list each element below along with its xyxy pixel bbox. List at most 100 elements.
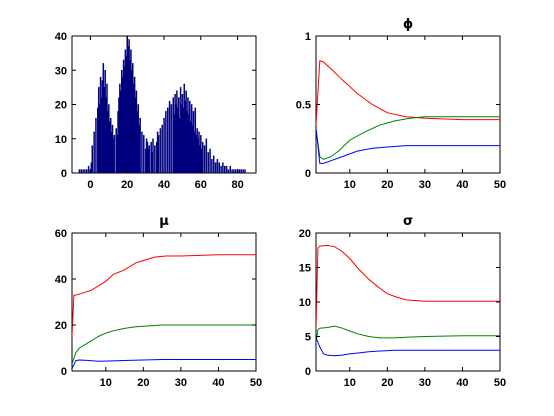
histogram-bar bbox=[235, 169, 237, 173]
phi-y-tick-label: 0 bbox=[305, 168, 311, 180]
hist-marks bbox=[78, 36, 246, 173]
histogram-bar bbox=[207, 152, 209, 173]
histogram-bar bbox=[214, 162, 217, 173]
histogram-bar bbox=[154, 145, 156, 173]
histogram-bar bbox=[224, 165, 226, 173]
histogram-bar bbox=[225, 165, 228, 173]
histogram-bar bbox=[95, 117, 97, 173]
phi-y-tick-label: 1 bbox=[305, 31, 311, 43]
phi-y-tick-label: 0.5 bbox=[296, 100, 311, 112]
histogram-bar bbox=[166, 107, 169, 173]
mu-y-tick-label: 60 bbox=[55, 228, 67, 240]
sigma-x-tick-label: 50 bbox=[494, 377, 506, 389]
hist-x-tick-label: 0 bbox=[87, 179, 93, 191]
histogram-bar bbox=[163, 117, 165, 173]
histogram-bar bbox=[141, 131, 143, 173]
histogram-bar bbox=[233, 169, 235, 173]
mu-y-tick-label: 20 bbox=[55, 320, 67, 332]
histogram-bar bbox=[93, 131, 95, 173]
histogram-bar bbox=[203, 145, 206, 173]
sigma-x-tick-label: 10 bbox=[344, 377, 356, 389]
hist-y-tick-label: 10 bbox=[55, 134, 67, 146]
hist-x-tick-label: 80 bbox=[231, 179, 243, 191]
histogram-bar bbox=[82, 169, 84, 173]
phi-plot-area bbox=[315, 35, 501, 174]
sigma-panel: 10 20 30 40 50 0 5 10 15 20 σ bbox=[299, 214, 506, 389]
sigma-y-tick-label: 20 bbox=[299, 228, 311, 240]
histogram-bar bbox=[170, 104, 173, 173]
histogram-bar bbox=[91, 145, 94, 173]
histogram-bar bbox=[87, 165, 90, 173]
mu-x-tick-label: 10 bbox=[100, 377, 112, 389]
sigma-y-tick-label: 0 bbox=[305, 366, 311, 378]
histogram-bar bbox=[148, 145, 151, 173]
hist-y-tick-label: 20 bbox=[55, 100, 67, 112]
histogram-bar bbox=[152, 138, 154, 173]
phi-marks bbox=[316, 60, 500, 164]
mu-series-line-1 bbox=[72, 324, 256, 365]
mu-y-tick-label: 0 bbox=[61, 366, 67, 378]
phi-x-tick-label: 10 bbox=[344, 179, 356, 191]
phi-series-line-1 bbox=[316, 116, 500, 160]
histogram-bar bbox=[242, 169, 244, 173]
histogram-bar bbox=[113, 135, 116, 173]
sigma-y-tick-label: 5 bbox=[305, 332, 311, 344]
histogram-bar bbox=[86, 169, 88, 173]
phi-panel: 10 20 30 40 50 0 0.5 1 ϕ bbox=[296, 17, 506, 191]
histogram-bar bbox=[212, 155, 215, 173]
sigma-x-tick-label: 20 bbox=[381, 377, 393, 389]
histogram-bar bbox=[161, 124, 163, 173]
mu-x-tick-label: 40 bbox=[212, 377, 224, 389]
histogram-bar bbox=[139, 117, 141, 173]
sigma-series-line-2 bbox=[316, 337, 500, 357]
hist-x-tick-label: 40 bbox=[158, 179, 170, 191]
hist-x-tick-label: 60 bbox=[195, 179, 207, 191]
histogram-bar bbox=[205, 138, 208, 173]
sigma-series-line-1 bbox=[316, 325, 500, 344]
histogram-bar bbox=[240, 169, 243, 173]
phi-x-tick-label: 30 bbox=[419, 179, 431, 191]
phi-x-tick-label: 40 bbox=[456, 179, 468, 191]
mu-x-tick-label: 50 bbox=[250, 377, 262, 389]
histogram-bar bbox=[201, 141, 204, 173]
mu-x-tick-label: 20 bbox=[137, 377, 149, 389]
phi-x-tick-label: 20 bbox=[381, 179, 393, 191]
hist-x-tick-label: 20 bbox=[121, 179, 133, 191]
mu-series-line-0 bbox=[72, 254, 256, 337]
mu-marks bbox=[72, 254, 256, 369]
sigma-x-tick-label: 40 bbox=[456, 377, 468, 389]
mu-y-tick-label: 40 bbox=[55, 274, 67, 286]
sigma-x-tick-label: 30 bbox=[419, 377, 431, 389]
mu-plot-area bbox=[71, 232, 257, 372]
mu-series-line-2 bbox=[72, 359, 256, 369]
sigma-marks bbox=[316, 244, 500, 357]
phi-series-line-2 bbox=[316, 127, 500, 164]
histogram-bar bbox=[216, 159, 219, 173]
histogram-bar bbox=[157, 135, 160, 173]
phi-x-tick-label: 50 bbox=[494, 179, 506, 191]
histogram-panel: 0 20 40 60 80 0 10 20 30 40 bbox=[55, 31, 257, 191]
histogram-bar bbox=[78, 169, 81, 173]
histogram-bar bbox=[244, 169, 246, 173]
histogram-bar bbox=[165, 111, 167, 173]
histogram-bar bbox=[238, 169, 241, 173]
histogram-bar bbox=[143, 135, 145, 173]
hist-y-tick-label: 40 bbox=[55, 31, 67, 43]
histogram-bar bbox=[229, 165, 232, 173]
histogram-bar bbox=[159, 128, 162, 173]
sigma-y-tick-label: 15 bbox=[299, 263, 311, 275]
histogram-bar bbox=[211, 159, 213, 173]
histogram-bar bbox=[231, 169, 233, 173]
histogram-bar bbox=[218, 162, 220, 173]
hist-y-tick-label: 30 bbox=[55, 65, 67, 77]
mu-panel: 10 20 30 40 50 0 20 40 60 μ bbox=[55, 214, 262, 389]
sigma-y-tick-label: 10 bbox=[299, 297, 311, 309]
histogram-bar bbox=[84, 169, 86, 173]
sigma-panel-title: σ bbox=[403, 214, 413, 229]
histogram-bar bbox=[220, 165, 222, 173]
histogram-bar bbox=[209, 148, 211, 173]
histogram-bar bbox=[222, 162, 224, 173]
phi-panel-title: ϕ bbox=[403, 17, 413, 32]
mu-x-tick-label: 30 bbox=[175, 377, 187, 389]
